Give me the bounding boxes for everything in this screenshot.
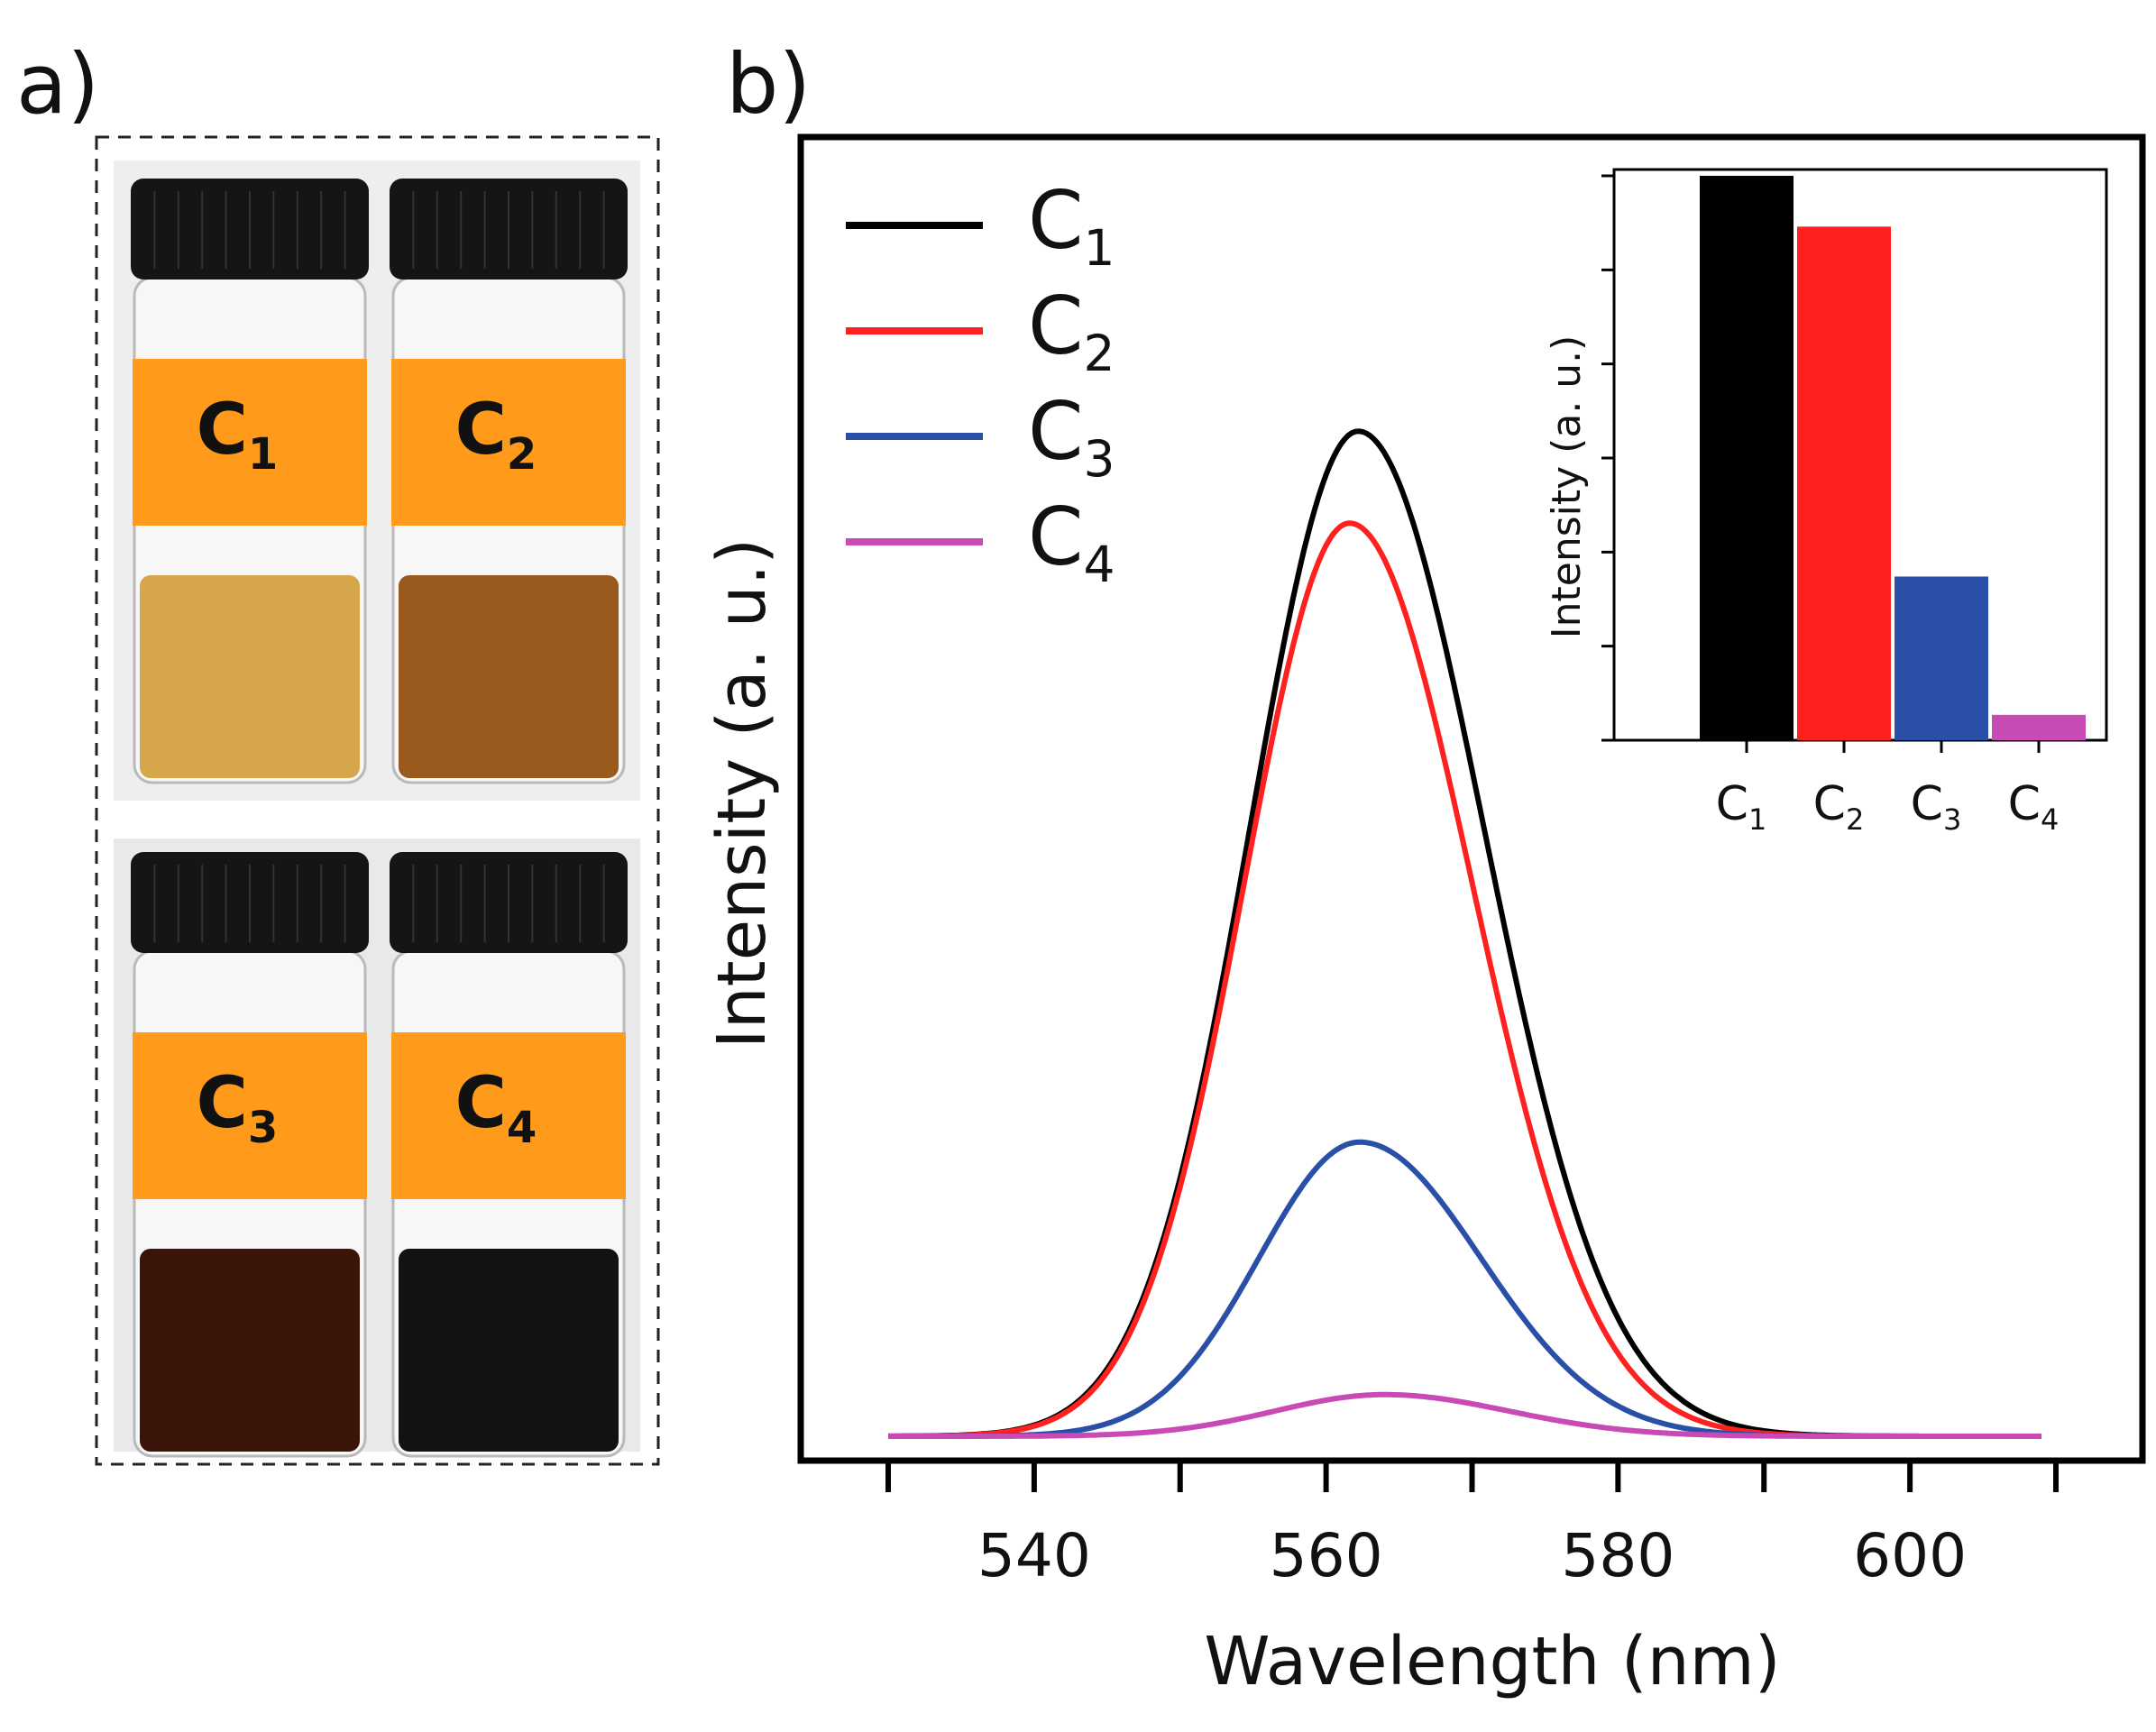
inset-x-label-c4-subscript: 4: [2041, 802, 2059, 837]
legend-entry-c2-letter: C: [1028, 280, 1083, 372]
legend-entry-c4-letter: C: [1028, 490, 1083, 583]
legend-entry-c1-subscript: 1: [1083, 219, 1115, 277]
legend-entry-c3-letter: C: [1028, 385, 1083, 478]
x-tick-label: 600: [1853, 1521, 1967, 1590]
inset-bar-c3: [1895, 576, 1988, 740]
panel-a-label: a): [16, 36, 99, 133]
vial-label-text-letter: C: [197, 1063, 248, 1144]
x-axis-label: Wavelength (nm): [1204, 1623, 1780, 1700]
inset-x-label-c2-letter: C: [1813, 777, 1846, 831]
legend-entry-c1-letter: C: [1028, 174, 1083, 267]
legend-entry-c2: C2: [1028, 280, 1115, 382]
vial-label: [391, 359, 626, 526]
vial-3: C3: [131, 852, 369, 1458]
inset-bar-chart: C1 C2 C3 C4 Intensity (a. u.): [1544, 168, 2108, 837]
y-axis-label: Intensity (a. u.): [703, 538, 781, 1049]
vial-liquid: [399, 575, 619, 778]
legend-entry-c3-subscript: 3: [1083, 430, 1115, 488]
x-tick-label: 580: [1561, 1521, 1674, 1590]
vial-label: [391, 1032, 626, 1199]
legend-entry-c4: C4: [1028, 490, 1115, 593]
spectrum-series: [888, 428, 2041, 1439]
series-line-c4: [888, 1391, 2041, 1439]
legend-entry-c2-subscript: 2: [1083, 325, 1115, 382]
inset-x-label-c2: C2: [1813, 777, 1865, 837]
vial-label-text-subscript: 1: [248, 429, 278, 480]
vial-label: [133, 359, 367, 526]
vial-label: [133, 1032, 367, 1199]
vial-liquid: [140, 1249, 360, 1452]
inset-y-axis-label: Intensity (a. u.): [1544, 335, 1590, 639]
inset-x-labels: C1 C2 C3 C4: [1716, 740, 2060, 837]
inset-bar-c2: [1797, 226, 1891, 741]
legend-entry-c1: C1: [1028, 174, 1115, 277]
vial-1: C1: [131, 179, 369, 784]
vial-label-text: C3: [197, 1063, 279, 1153]
inset-bar-c1: [1700, 176, 1794, 740]
vial-label-text-letter: C: [197, 389, 248, 471]
inset-x-label-c1-subscript: 1: [1748, 802, 1766, 837]
vial-label-text: C4: [455, 1063, 537, 1153]
vial-label-text: C1: [197, 389, 279, 480]
inset-x-label-c3: C3: [1911, 777, 1962, 837]
vial-4: C4: [390, 852, 628, 1458]
inset-x-label-c1: C1: [1716, 777, 1767, 837]
vial-label-text-letter: C: [455, 1063, 507, 1144]
vial-liquid: [140, 575, 360, 778]
x-axis-ticks: 540 560 580 600: [885, 1461, 2059, 1590]
inset-x-label-c2-subscript: 2: [1846, 802, 1864, 837]
photo-frame-dashed: [95, 135, 660, 1466]
vial-label-text-subscript: 3: [248, 1103, 278, 1153]
inset-bars: [1700, 176, 2086, 741]
inset-x-label-c4: C4: [2008, 777, 2060, 837]
x-tick-label: 560: [1270, 1521, 1383, 1590]
vial-liquid: [399, 1249, 619, 1452]
inset-y-ticks: [1601, 174, 1614, 742]
legend-entry-c4-subscript: 4: [1083, 536, 1115, 593]
vial-label-text-letter: C: [455, 389, 507, 471]
vial-label-text-subscript: 2: [507, 429, 537, 480]
vial-label-text: C2: [455, 389, 537, 480]
series-line-c3: [888, 1139, 2041, 1439]
inset-bar-c4: [1992, 714, 2086, 740]
legend-entry-c3: C3: [1028, 385, 1115, 488]
inset-x-label-c3-subscript: 3: [1943, 802, 1961, 837]
inset-x-label-c3-letter: C: [1911, 777, 1943, 831]
inset-x-label-c4-letter: C: [2008, 777, 2041, 831]
vial-2: C2: [390, 179, 628, 784]
panel-b-label: b): [726, 36, 811, 133]
x-tick-label: 540: [977, 1521, 1091, 1590]
vial-label-text-subscript: 4: [507, 1103, 537, 1153]
inset-x-label-c1-letter: C: [1716, 777, 1748, 831]
